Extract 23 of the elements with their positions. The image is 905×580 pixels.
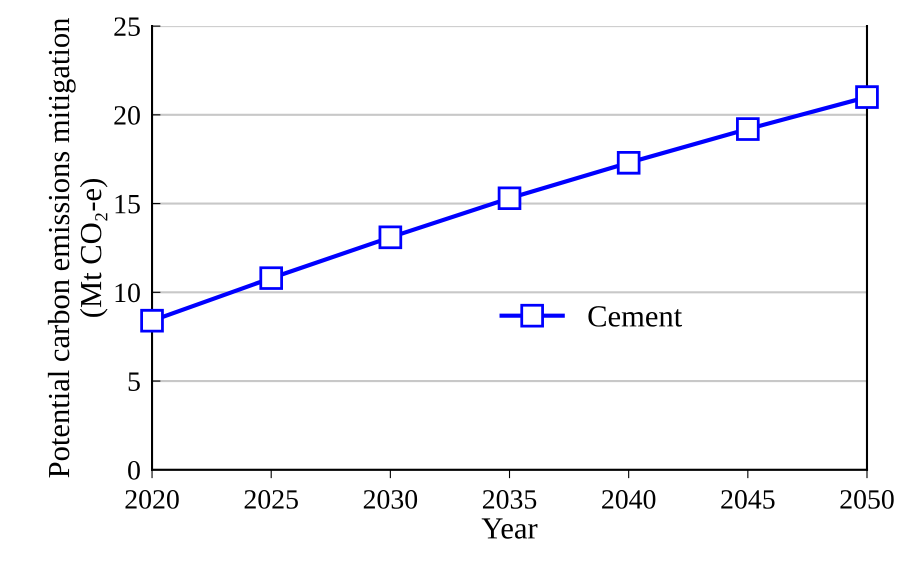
point [378, 225, 402, 250]
y-tick-label: 20 [114, 106, 140, 125]
y-axis-title: Potential carbon emissions mitigation (Mt CO₂-e) [48, 18, 108, 478]
x-tick-label: 2025 [244, 490, 298, 509]
y-tick-label: 10 [116, 283, 140, 302]
point [498, 186, 522, 210]
x-tick-label: 2035 [482, 490, 536, 509]
x-tick-label: 2050 [840, 490, 894, 509]
y-tick-label: 25 [114, 17, 140, 36]
point [616, 150, 640, 175]
x-tick-label: 2045 [721, 490, 775, 509]
x-tick-label: 2030 [364, 490, 418, 509]
point [140, 308, 164, 333]
x-tick-label: 2040 [602, 490, 656, 509]
y-tick-label: 15 [116, 194, 140, 214]
point [736, 117, 760, 141]
x-tick-label: 2020 [125, 490, 179, 509]
point [259, 266, 284, 290]
y-tick-label: 0 [128, 460, 140, 480]
point [855, 85, 879, 109]
legend-label: Cement [588, 306, 682, 327]
x-axis-title: Year [482, 518, 538, 539]
y-tick-label: 5 [128, 372, 140, 391]
